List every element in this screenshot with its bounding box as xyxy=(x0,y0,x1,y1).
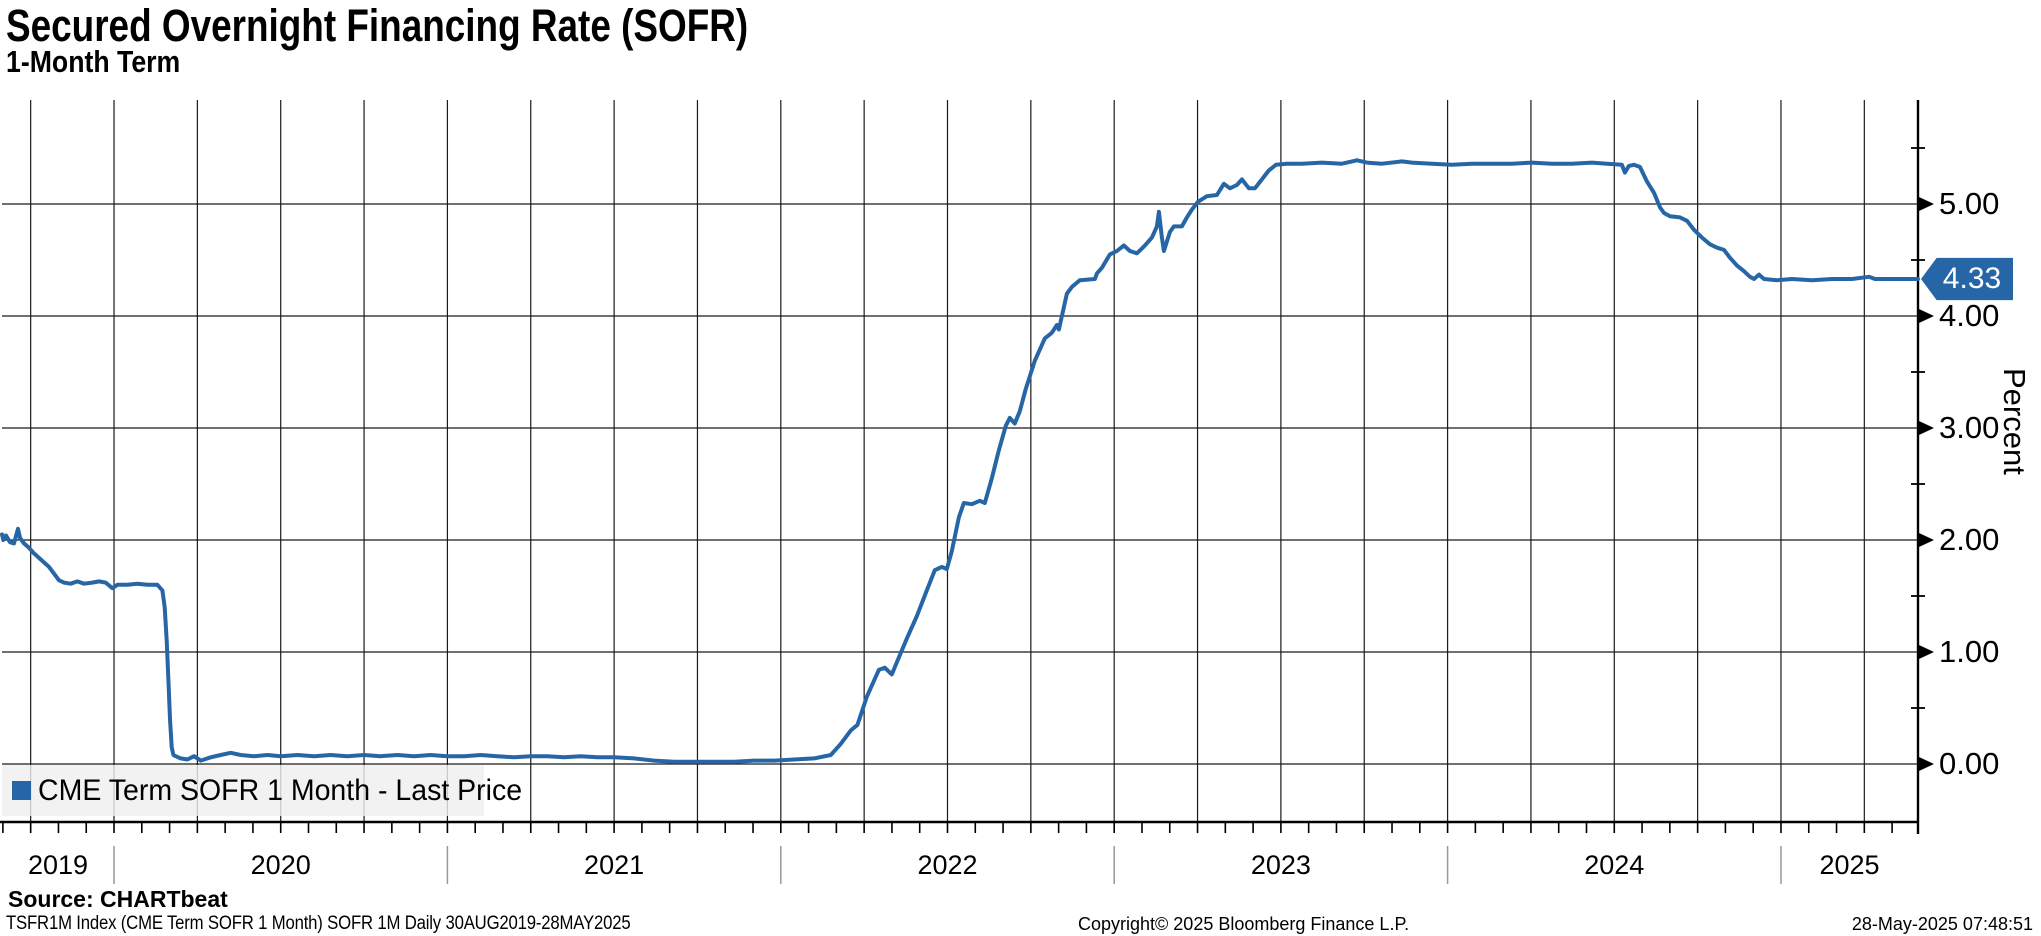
y-tick-arrow-icon xyxy=(1919,757,1934,771)
legend-box xyxy=(2,765,484,816)
last-price-value: 4.33 xyxy=(1942,262,2002,295)
timestamp-text: 28-May-2025 07:48:51 xyxy=(1851,914,2033,934)
x-tick-label: 2020 xyxy=(250,850,311,880)
y-tick-label: 2.00 xyxy=(1939,522,2000,557)
y-tick-arrow-icon xyxy=(1919,645,1934,659)
copyright-text: Copyright© 2025 Bloomberg Finance L.P. xyxy=(1078,914,1410,934)
sofr-line-series xyxy=(0,158,1920,764)
source-text: Source: CHARTbeat xyxy=(8,886,228,912)
y-tick-label: 1.00 xyxy=(1939,634,2000,669)
ticker-metadata: TSFR1M Index (CME Term SOFR 1 Month) SOF… xyxy=(6,913,631,934)
page-subtitle: 1-Month Term xyxy=(6,44,181,79)
y-tick-label: 0.00 xyxy=(1939,746,2000,781)
y-tick-arrow-icon xyxy=(1919,197,1934,211)
page-title: Secured Overnight Financing Rate (SOFR) xyxy=(6,0,749,51)
x-tick-label: 2022 xyxy=(917,850,978,880)
legend-marker-icon xyxy=(12,781,31,800)
x-tick-label: 2023 xyxy=(1250,850,1311,880)
y-tick-label: 5.00 xyxy=(1939,186,2000,221)
y-axis-label: Percent xyxy=(1997,368,2032,475)
y-tick-arrow-icon xyxy=(1919,309,1934,323)
x-tick-label: 2025 xyxy=(1819,850,1880,880)
y-tick-arrow-icon xyxy=(1919,421,1934,435)
x-tick-label: 2024 xyxy=(1584,850,1645,880)
y-tick-label: 3.00 xyxy=(1939,410,2000,445)
x-tick-label: 2019 xyxy=(27,850,89,880)
y-tick-arrow-icon xyxy=(1919,533,1934,547)
y-tick-label: 4.00 xyxy=(1939,298,2000,333)
legend-series-label: CME Term SOFR 1 Month - Last Price xyxy=(38,774,523,807)
last-price-badge: 4.33 xyxy=(1921,257,2013,301)
x-tick-label: 2021 xyxy=(584,850,645,880)
